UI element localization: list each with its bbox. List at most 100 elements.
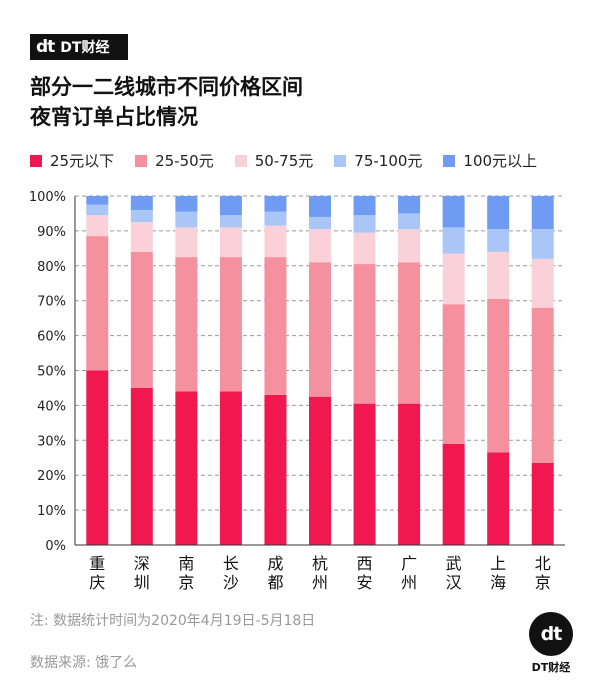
- x-tick-label-10-0: 北: [535, 554, 551, 573]
- bar-segment-9-4: [487, 196, 510, 230]
- legend-label-3: 75-100元: [354, 152, 423, 170]
- bar-segment-10-2: [531, 258, 554, 308]
- bar-segment-6-3: [353, 215, 376, 233]
- bar-segment-1-2: [130, 222, 153, 252]
- bar-segment-8-2: [442, 253, 465, 305]
- y-tick-label-6: 60%: [37, 330, 66, 345]
- bar-segment-4-4: [264, 196, 287, 212]
- y-tick-label-8: 80%: [37, 260, 66, 275]
- bar-segment-2-0: [175, 391, 198, 545]
- x-tick-label-0-0: 重: [89, 554, 105, 573]
- chart-title: 部分一二线城市不同价格区间 夜宵订单占比情况: [30, 72, 303, 132]
- legend-item-2: 50-75元: [234, 150, 314, 171]
- bar-segment-6-0: [353, 403, 376, 545]
- legend-swatch-0: [30, 154, 42, 167]
- bar-segment-9-3: [487, 229, 510, 252]
- y-tick-label-3: 30%: [37, 434, 66, 449]
- bar-segment-0-0: [86, 370, 109, 545]
- bar-segment-7-4: [398, 196, 421, 214]
- bar-segment-10-0: [531, 462, 554, 545]
- bar-segment-2-1: [175, 257, 198, 392]
- x-tick-label-7-1: 州: [401, 573, 417, 592]
- bar-segment-5-3: [309, 216, 331, 230]
- bar-segment-1-1: [130, 251, 153, 388]
- bar-segment-4-0: [264, 394, 287, 545]
- x-tick-label-3-0: 长: [223, 554, 239, 573]
- logo-bottom-text: DT财经: [531, 661, 571, 674]
- logo-mark: dt: [36, 37, 55, 57]
- y-tick-label-0: 0%: [45, 539, 66, 554]
- logo-bottom: dt DT财经: [526, 612, 576, 675]
- bar-segment-8-3: [442, 227, 465, 254]
- legend-item-3: 75-100元: [334, 150, 422, 171]
- x-tick-label-8-0: 武: [446, 554, 462, 573]
- bar-segment-5-0: [309, 396, 331, 545]
- y-tick-label-9: 90%: [37, 225, 66, 240]
- bar-segment-4-2: [264, 225, 287, 258]
- y-tick-label-5: 50%: [37, 365, 66, 380]
- bar-segment-8-1: [442, 304, 465, 444]
- x-tick-label-3-1: 沙: [223, 573, 239, 592]
- x-tick-label-8-1: 汉: [446, 573, 462, 592]
- x-tick-label-0-1: 庆: [89, 573, 105, 592]
- x-tick-label-1-0: 深: [134, 554, 150, 573]
- legend-item-1: 25-50元: [135, 150, 214, 171]
- bar-segment-8-4: [442, 196, 465, 228]
- bar-segment-7-2: [398, 229, 421, 263]
- bar-segment-6-2: [353, 232, 376, 265]
- bar-segment-9-0: [487, 452, 510, 545]
- legend-swatch-2: [234, 154, 247, 167]
- y-tick-label-1: 10%: [37, 504, 66, 519]
- chart-title-line-2: 夜宵订单占比情况: [30, 105, 198, 129]
- bar-segment-2-4: [175, 196, 198, 212]
- bar-segment-4-1: [264, 257, 287, 395]
- bar-segment-10-1: [531, 307, 554, 463]
- x-tick-label-2-1: 京: [178, 573, 194, 592]
- bar-segment-9-1: [487, 298, 510, 453]
- x-tick-label-4-0: 成: [267, 554, 283, 573]
- bar-segment-1-3: [130, 209, 153, 223]
- bar-segment-7-1: [398, 262, 421, 404]
- bar-segment-10-4: [531, 196, 554, 230]
- bar-segment-0-3: [86, 204, 109, 216]
- x-tick-label-1-1: 圳: [134, 573, 150, 592]
- bar-segment-6-1: [353, 264, 376, 404]
- legend-label-4: 100元以上: [463, 152, 538, 170]
- bar-segment-3-3: [219, 215, 242, 228]
- chart-title-line-1: 部分一二线城市不同价格区间: [30, 75, 303, 99]
- x-tick-label-9-1: 海: [490, 573, 506, 592]
- legend-label-2: 50-75元: [254, 152, 314, 170]
- chart-note: 注: 数据统计时间为2020年4月19日-5月18日: [30, 613, 316, 629]
- legend-swatch-1: [135, 154, 148, 167]
- x-tick-label-6-1: 安: [357, 573, 373, 592]
- bar-segment-1-0: [130, 387, 153, 545]
- bar-segment-3-1: [219, 257, 242, 392]
- y-tick-label-4: 40%: [37, 399, 66, 414]
- bar-segment-3-4: [219, 196, 242, 216]
- bar-segment-7-0: [398, 403, 421, 545]
- bar-segment-2-2: [175, 227, 198, 258]
- bar-segment-0-4: [86, 196, 109, 205]
- bar-segment-5-2: [309, 229, 331, 263]
- y-tick-label-7: 70%: [37, 295, 66, 310]
- x-tick-label-10-1: 京: [535, 573, 551, 592]
- bar-segment-10-3: [531, 229, 554, 259]
- logo-bottom-mark: dt: [529, 612, 573, 656]
- logo-top: dt DT财经: [30, 34, 128, 60]
- bar-segment-3-0: [219, 391, 242, 545]
- x-tick-label-4-1: 都: [267, 573, 283, 592]
- legend-swatch-4: [443, 154, 456, 167]
- legend-swatch-3: [334, 154, 347, 167]
- bar-segment-0-2: [86, 215, 109, 237]
- bar-segment-4-3: [264, 211, 287, 226]
- legend-item-0: 25元以下: [30, 150, 114, 171]
- bar-segment-9-2: [487, 251, 510, 299]
- stacked-bar-chart: 0% 10% 20% 30% 40% 50% 60% 70% 80% 90% 100% 重庆 深圳 南京 长…: [29, 190, 565, 592]
- legend-item-4: 100元以上: [443, 150, 537, 171]
- bar-segment-6-4: [353, 196, 376, 216]
- bar-segment-2-3: [175, 211, 198, 228]
- chart-source: 数据来源: 饿了么: [30, 655, 138, 671]
- bar-segment-7-3: [398, 213, 421, 230]
- logo-text: DT财经: [60, 40, 110, 56]
- y-tick-label-10: 100%: [29, 190, 66, 205]
